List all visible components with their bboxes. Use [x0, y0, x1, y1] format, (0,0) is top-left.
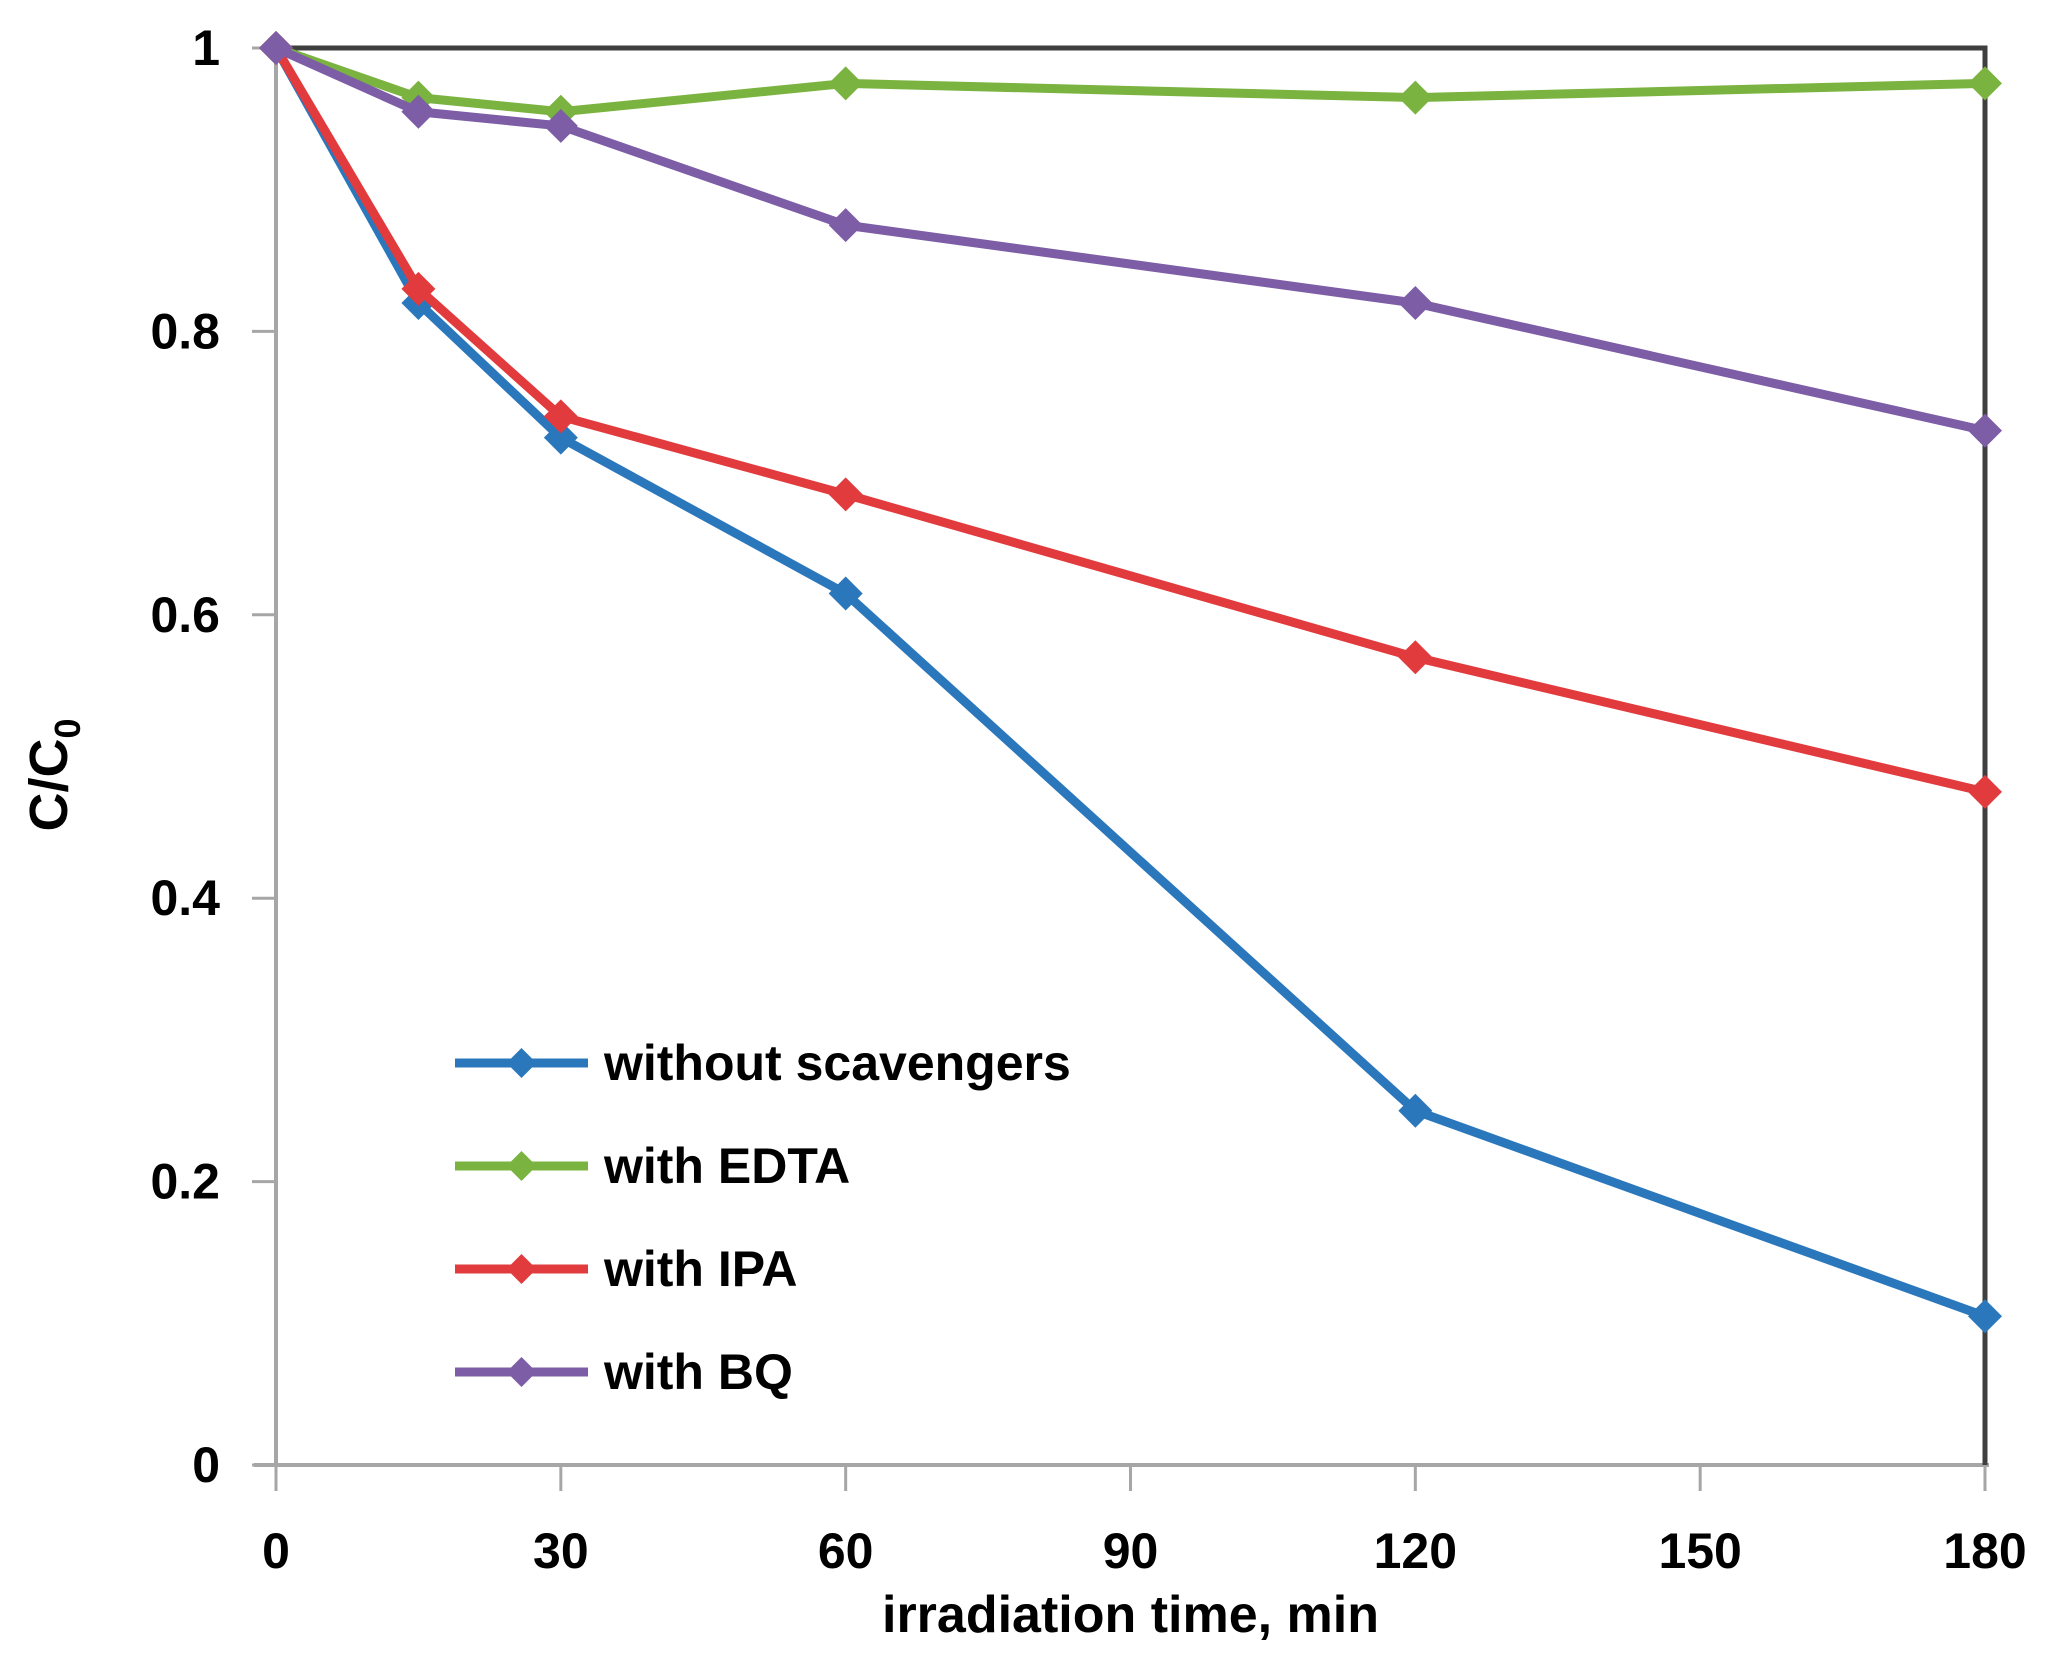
legend-label-with-ipa: with IPA [603, 1241, 798, 1297]
legend-marker-with-bq [506, 1357, 537, 1387]
series-marker-with-ipa-120 [1398, 640, 1433, 675]
legend-marker-with-edta [506, 1151, 537, 1181]
series-line-with-edta [271, 43, 1990, 117]
series-marker-with-bq-60 [828, 208, 863, 243]
legend-label-with-edta: with EDTA [603, 1138, 850, 1194]
series-marker-with-edta-120 [1398, 80, 1433, 115]
y-axis-title: C/C0 [19, 718, 88, 831]
series-marker-without-scavengers-180 [1968, 1299, 2002, 1334]
series-marker-with-ipa-60 [828, 477, 863, 512]
y-axis-title-main: C/C [19, 739, 79, 832]
series-marker-without-scavengers-120 [1398, 1093, 1433, 1128]
series-marker-with-edta-180 [1968, 66, 2002, 101]
series-marker-with-bq-180 [1968, 413, 2002, 448]
x-axis-title: irradiation time, min [882, 1586, 1379, 1644]
y-tick-label-0.4: 0.4 [150, 870, 220, 926]
legend-label-without-scavengers: without scavengers [603, 1035, 1071, 1091]
plot-border [276, 45, 1988, 1465]
x-tick-label-180: 180 [1943, 1523, 2026, 1579]
x-tick-label-150: 150 [1658, 1523, 1741, 1579]
series-line-with-ipa [271, 43, 1990, 797]
series-marker-with-bq-15 [401, 94, 436, 129]
y-tick-label-0.6: 0.6 [150, 587, 220, 643]
series-marker-with-bq-30 [543, 108, 578, 143]
x-tick-label-90: 90 [1103, 1523, 1159, 1579]
y-tick-label-0.2: 0.2 [150, 1154, 220, 1210]
series-marker-with-bq-0 [259, 31, 293, 65]
y-tick-label-1: 1 [192, 20, 220, 76]
legend-label-with-bq: with BQ [603, 1344, 793, 1400]
x-tick-label-30: 30 [533, 1523, 589, 1579]
series-marker-without-scavengers-30 [543, 420, 578, 455]
series-line-with-bq [271, 43, 1990, 436]
series-marker-with-edta-60 [828, 66, 863, 101]
x-tick-label-60: 60 [818, 1523, 874, 1579]
series-marker-with-ipa-180 [1968, 774, 2002, 809]
series-marker-with-ipa-30 [543, 399, 578, 434]
y-tick-label-0.8: 0.8 [150, 303, 220, 359]
series-line-without-scavengers [271, 43, 1990, 1321]
series-marker-with-ipa-15 [401, 271, 436, 306]
legend-marker-with-ipa [506, 1254, 537, 1284]
y-axis-title-subscript: 0 [47, 718, 88, 738]
x-tick-label-0: 0 [262, 1523, 290, 1579]
legend-marker-without-scavengers [506, 1048, 537, 1078]
series-marker-without-scavengers-60 [828, 576, 863, 611]
x-tick-label-120: 120 [1374, 1523, 1457, 1579]
y-tick-label-0: 0 [192, 1437, 220, 1493]
series-marker-with-bq-120 [1398, 286, 1433, 321]
